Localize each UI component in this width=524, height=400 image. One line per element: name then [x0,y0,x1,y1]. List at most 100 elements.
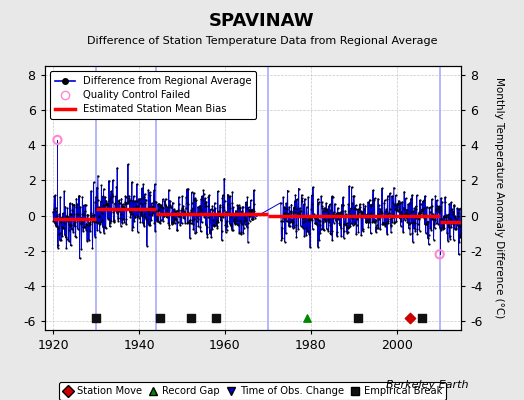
Point [300,233,309,239]
Point [396,212,404,218]
Point [91,199,100,205]
Point [75,192,83,199]
Point [241,215,249,222]
Point [187,207,195,213]
Point [183,201,192,207]
Point [322,226,331,232]
Point [91,234,99,240]
Point [210,200,219,206]
Point [435,203,443,210]
Point [345,224,353,230]
Point [442,217,451,224]
Point [389,214,397,220]
Point [433,197,441,204]
Point [190,190,198,196]
Point [228,189,237,195]
Point [350,220,358,227]
Point [168,210,176,216]
Point [356,204,364,210]
Point [435,251,444,258]
Point [85,222,93,229]
Text: Difference of Station Temperature Data from Regional Average: Difference of Station Temperature Data f… [87,36,437,46]
Point [53,137,62,143]
Point [422,212,430,218]
Point [180,210,189,217]
Point [124,161,132,168]
Point [170,206,178,212]
Point [222,208,230,215]
Point [285,204,293,210]
Point [456,233,465,240]
Point [146,192,155,198]
Point [140,211,149,217]
Point [127,208,135,214]
Point [277,218,285,224]
Point [192,218,201,224]
Point [423,221,431,227]
Point [245,218,254,224]
Point [97,217,106,224]
Point [456,231,464,238]
Point [247,207,256,213]
Point [445,200,453,207]
Point [143,217,151,224]
Point [402,206,411,213]
Point [302,314,311,321]
Point [390,219,398,226]
Point [123,200,132,206]
Point [56,230,64,236]
Point [422,221,431,228]
Point [117,210,125,217]
Point [420,197,429,203]
Point [312,222,321,228]
Point [329,194,337,200]
Point [328,228,336,234]
Point [296,208,304,214]
Point [311,220,320,226]
Point [178,220,186,226]
Point [196,196,205,202]
Point [434,209,443,215]
Point [50,193,58,200]
Point [85,237,93,244]
Point [291,222,300,228]
Point [240,218,248,224]
Point [247,215,256,222]
Point [353,222,361,228]
Point [63,213,71,219]
Point [154,201,162,207]
Point [174,213,182,220]
Point [440,212,448,219]
Point [351,220,359,226]
Point [207,234,215,241]
Point [160,213,168,220]
Point [224,211,233,217]
Point [387,222,396,228]
Point [378,219,387,226]
Point [314,199,323,206]
Point [196,224,204,230]
Point [316,222,325,228]
Point [167,204,175,210]
Point [321,205,329,212]
Point [169,212,177,219]
Point [222,219,231,226]
Point [419,211,428,218]
Point [250,201,258,207]
Point [169,200,177,206]
Point [198,219,206,226]
Point [209,216,217,223]
Point [84,220,93,226]
Point [356,201,364,207]
Point [437,195,445,201]
Point [335,209,343,216]
Point [102,201,111,207]
Point [77,214,85,221]
Point [385,206,394,212]
Point [162,214,171,220]
Point [440,214,448,220]
Point [442,214,450,220]
Point [359,226,367,232]
Point [133,213,141,219]
Point [312,220,320,226]
